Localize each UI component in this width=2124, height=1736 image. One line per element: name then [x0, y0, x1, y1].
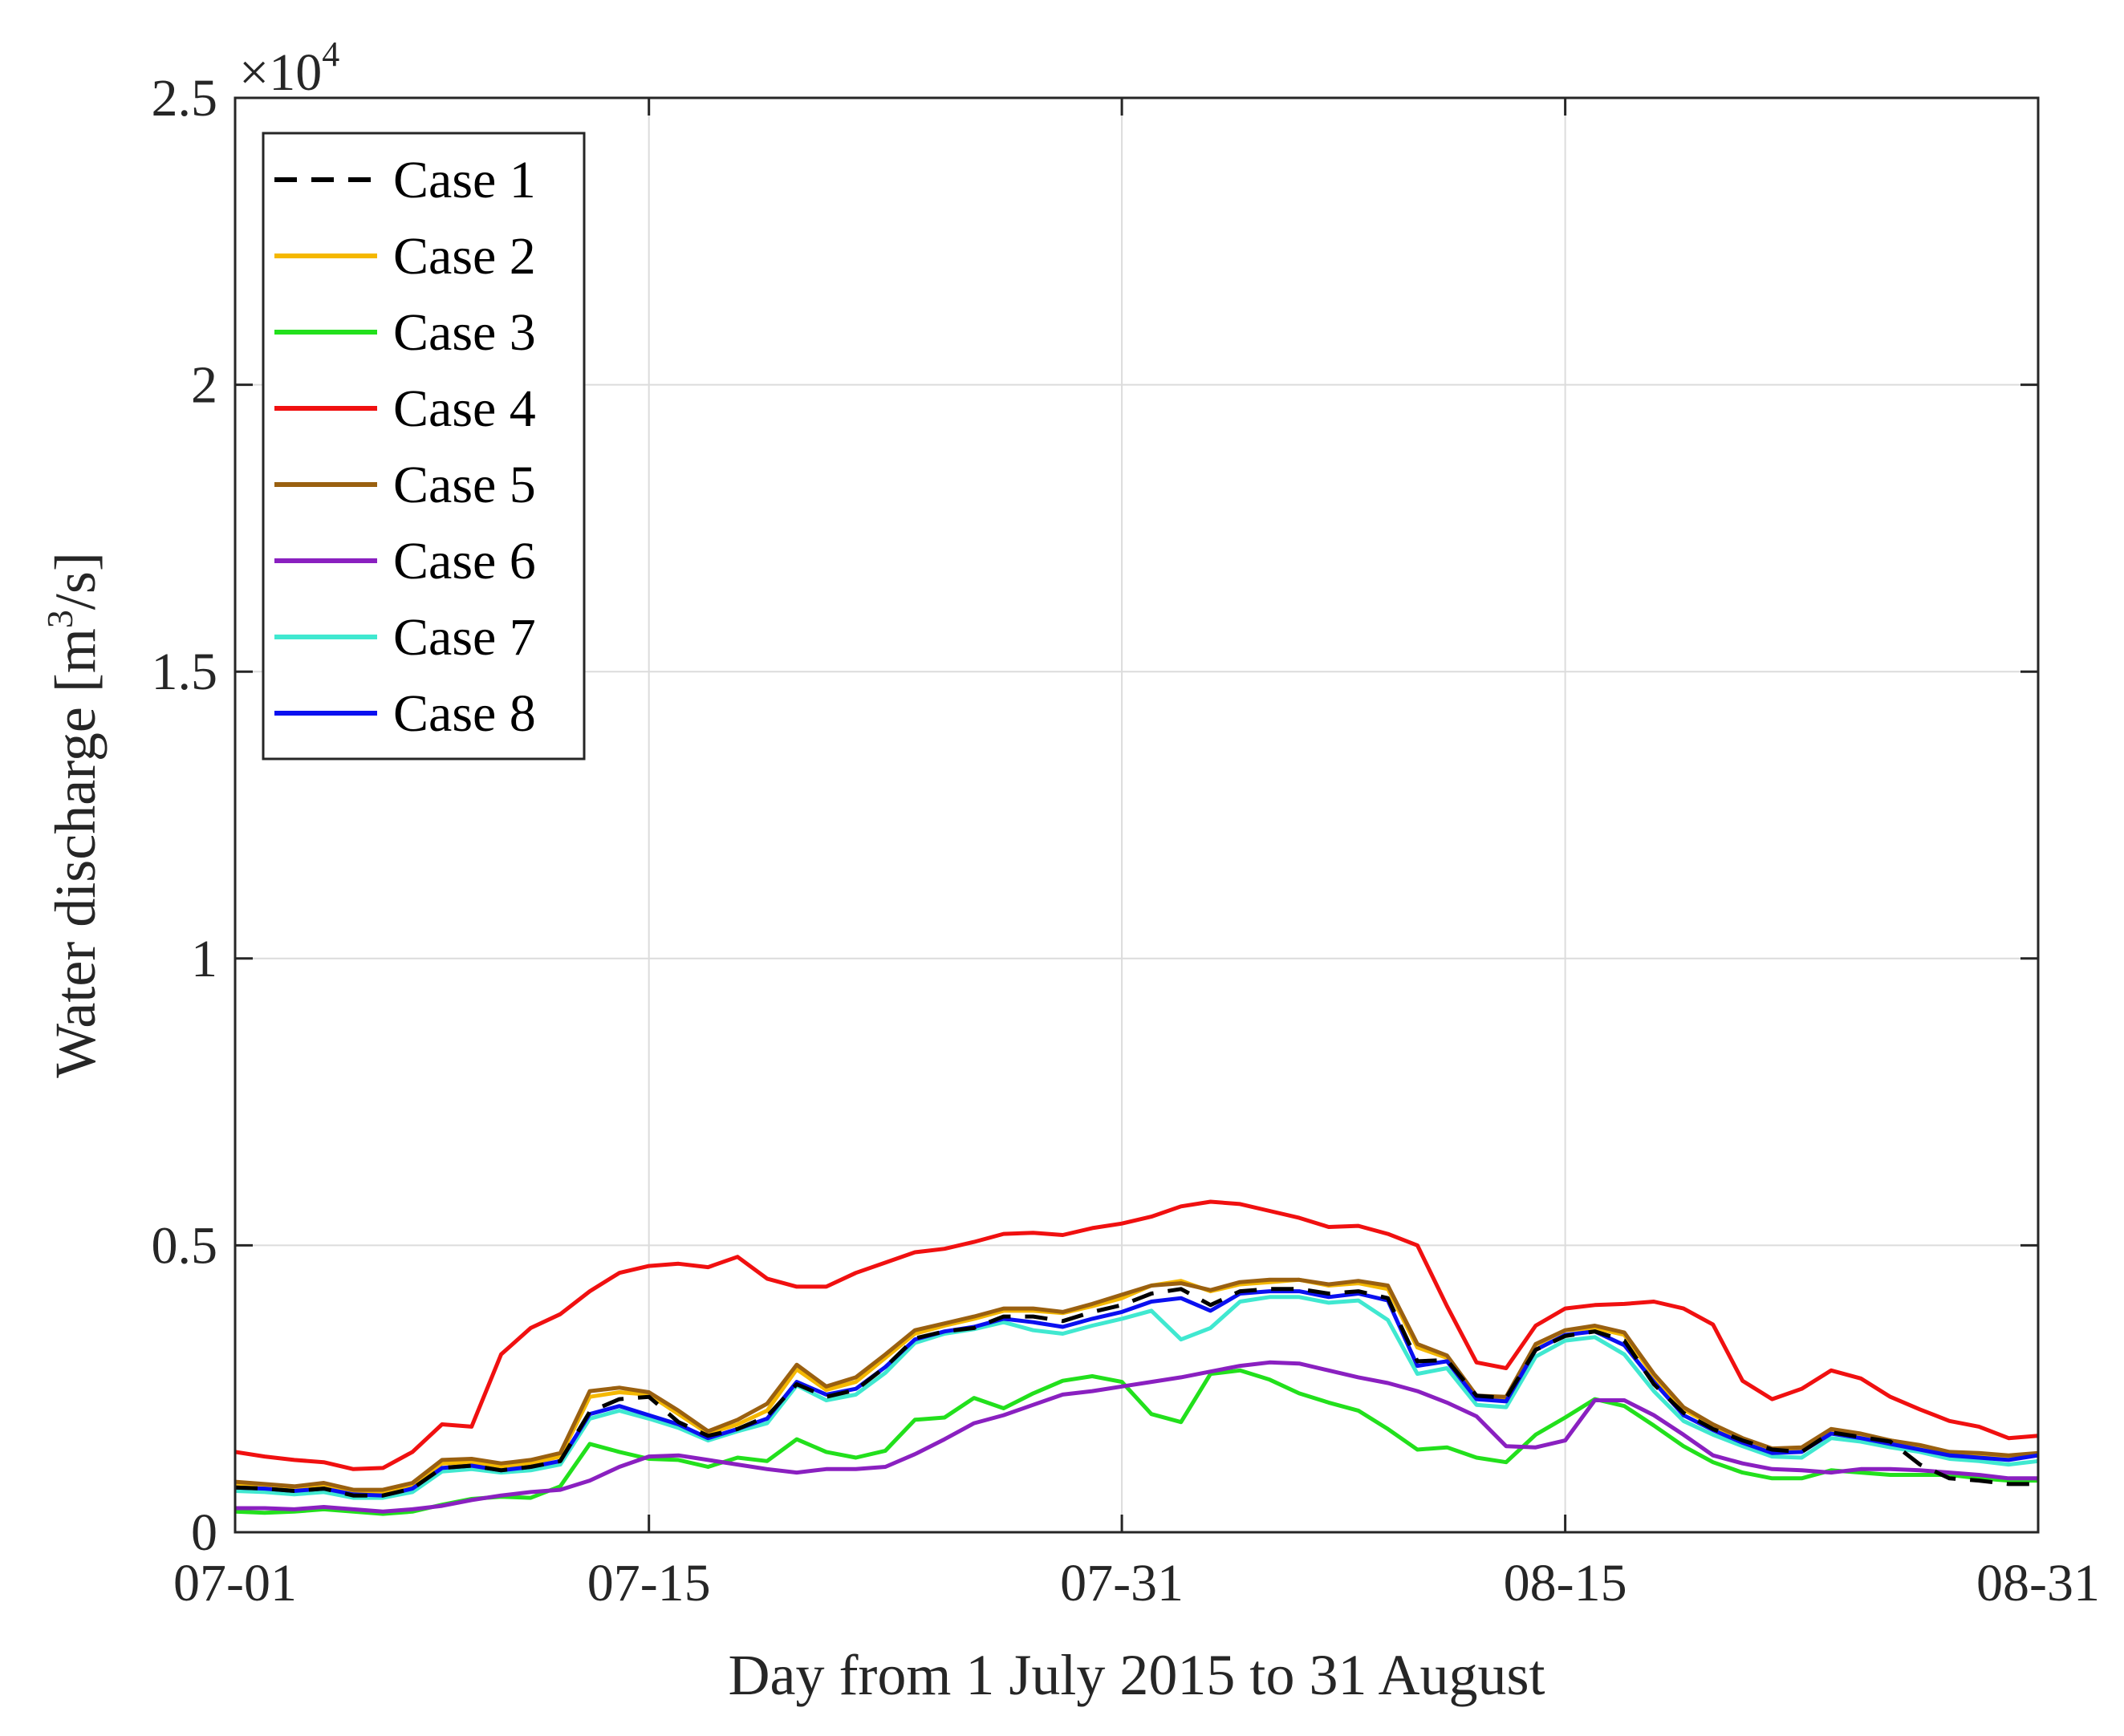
axis-ticks	[234, 96, 2040, 1534]
series-line-case-7	[234, 1295, 2039, 1500]
series-line-case-4	[234, 1199, 2039, 1471]
y-tick-label-0: 0	[191, 1503, 217, 1562]
y-axis-title-superscript: 3	[39, 610, 80, 628]
x-axis-title: Day from 1 July 2015 to 31 August	[729, 1643, 1545, 1707]
y-exponent-base: ×10	[239, 43, 322, 102]
series-line-case-5	[234, 1277, 2039, 1492]
legend-label-case-6: Case 6	[393, 532, 536, 590]
series-line-case-1	[234, 1287, 2038, 1498]
legend-label-case-1: Case 1	[393, 151, 536, 209]
y-axis-tick-labels: 0 0.5 1 1.5 2 2.5	[152, 69, 218, 1562]
legend-label-case-2: Case 2	[393, 227, 536, 286]
legend-label-case-8: Case 8	[393, 684, 536, 743]
x-tick-label-1: 07-15	[587, 1554, 711, 1612]
plot-area-border	[234, 96, 2040, 1534]
x-tick-label-2: 07-31	[1060, 1554, 1184, 1612]
series-line-case-3	[234, 1368, 2038, 1516]
legend: Case 1 Case 2 Case 3 Case 4 Case 5 Case 6 Case…	[262, 132, 586, 761]
legend-box	[262, 132, 586, 761]
y-axis-title-main: Water discharge [m	[43, 628, 108, 1078]
y-axis-title: Water discharge [m3/s]	[39, 552, 108, 1078]
y-tick-label-1: 0.5	[152, 1216, 218, 1275]
y-exponent-power: 4	[322, 34, 339, 74]
y-tick-label-5: 2.5	[152, 69, 218, 128]
legend-label-case-4: Case 4	[393, 379, 536, 438]
y-tick-label-4: 2	[191, 356, 217, 415]
x-axis-tick-labels: 07-01 07-15 07-31 08-15 08-31	[173, 1554, 2100, 1612]
legend-label-case-3: Case 3	[393, 303, 536, 362]
legend-label-case-7: Case 7	[393, 608, 536, 667]
x-tick-label-3: 08-15	[1504, 1554, 1627, 1612]
series-lines	[234, 1199, 2039, 1516]
y-tick-label-3: 1.5	[152, 643, 218, 701]
x-tick-label-4: 08-31	[1976, 1554, 2100, 1612]
x-tick-label-0: 07-01	[173, 1554, 297, 1612]
y-axis-exponent: ×104	[239, 34, 339, 102]
series-line-case-6	[235, 1360, 2038, 1514]
y-axis-title-tail: /s]	[43, 552, 108, 610]
y-tick-label-2: 1	[191, 930, 217, 988]
legend-label-case-5: Case 5	[393, 456, 536, 514]
